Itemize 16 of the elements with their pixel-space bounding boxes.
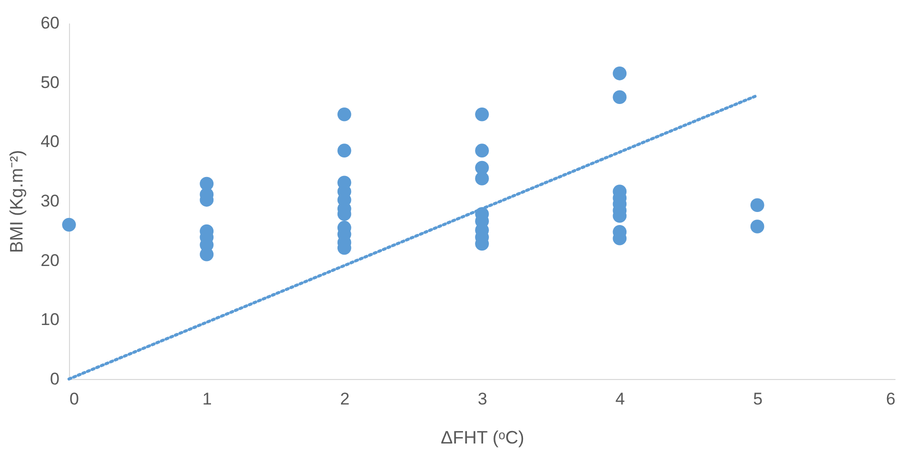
y-axis-title: BMI (Kg.m⁻²) xyxy=(6,150,27,253)
y-tick-label: 20 xyxy=(40,250,60,270)
x-tick-label: 5 xyxy=(753,390,763,408)
y-tick-label: 50 xyxy=(40,72,60,92)
x-tick-label: 0 xyxy=(70,390,79,408)
x-tick-label: 1 xyxy=(202,390,212,408)
y-tick-label: 30 xyxy=(40,192,60,210)
x-tick-label: 6 xyxy=(886,390,896,408)
x-tick-label: 3 xyxy=(478,390,488,408)
x-tick-label: 4 xyxy=(615,390,625,408)
y-tick-label: 0 xyxy=(50,370,60,388)
x-axis-title: ΔFHT (ᵒC) xyxy=(440,428,524,448)
y-tick-label: 10 xyxy=(40,310,60,330)
x-tick-label: 2 xyxy=(340,390,350,408)
y-tick-label: 40 xyxy=(40,132,60,152)
y-tick-label: 60 xyxy=(40,14,60,32)
